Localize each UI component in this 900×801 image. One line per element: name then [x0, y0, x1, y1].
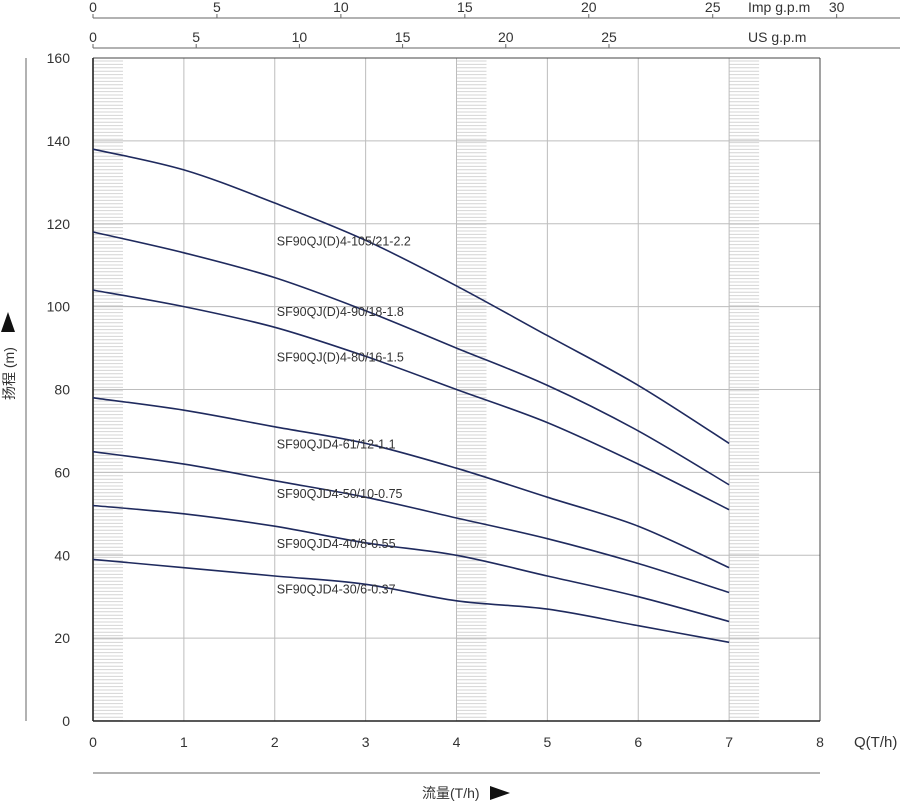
- x-axis-unit-label: Q(T/h): [854, 734, 897, 751]
- curve-label: SF90QJD4-50/10-0.75: [277, 487, 403, 501]
- y-tick-label: 0: [62, 713, 70, 729]
- y-axis-title-text: 扬程 (m): [1, 347, 17, 400]
- performance-curve: [92, 148, 730, 445]
- curve-label: SF90QJ(D)4-105/21-2.2: [277, 234, 411, 248]
- y-tick-label: 100: [47, 299, 71, 315]
- curve-labels: SF90QJ(D)4-105/21-2.2 SF90QJ(D)4-90/18-1.…: [277, 234, 411, 596]
- x-tick-label: 3: [362, 734, 370, 750]
- top-axis-tick-label: 25: [601, 29, 617, 45]
- top-axis-tick-label: 30: [829, 0, 845, 15]
- top-axis-tick-label: 5: [213, 0, 221, 15]
- top-axis-tick-label: 0: [89, 0, 97, 15]
- x-tick-label: 8: [816, 734, 824, 750]
- y-tick-label: 160: [47, 50, 71, 66]
- x-tick-label: 7: [725, 734, 733, 750]
- performance-curve: [92, 504, 730, 623]
- top-axis-tick-label: 0: [89, 29, 97, 45]
- curve-label: SF90QJD4-30/6-0.37: [277, 582, 396, 596]
- top-axis-tick-label: 20: [498, 29, 514, 45]
- curves: [92, 148, 730, 644]
- x-axis-title: 流量(T/h): [422, 785, 510, 801]
- curve-label: SF90QJ(D)4-90/18-1.8: [277, 305, 404, 319]
- top-axis-tick-label: 5: [192, 29, 200, 45]
- performance-curve: [92, 231, 730, 486]
- y-tick-label: 120: [47, 216, 71, 232]
- x-tick-label: 6: [634, 734, 642, 750]
- top-axis-tick-label: 15: [395, 29, 411, 45]
- performance-curve: [92, 450, 730, 594]
- y-tick-label: 40: [54, 547, 70, 563]
- x-tick-label: 2: [271, 734, 279, 750]
- y-tick-label: 20: [54, 630, 70, 646]
- x-tick-label: 1: [180, 734, 188, 750]
- x-tick-label: 0: [89, 734, 97, 750]
- x-axis-title-text: 流量(T/h): [422, 785, 480, 801]
- y-tick-label: 60: [54, 464, 70, 480]
- y-axis-title: 扬程 (m): [1, 312, 17, 400]
- arrow-up-icon: [1, 312, 15, 332]
- plot-frame: [25, 17, 900, 774]
- curve-label: SF90QJ(D)4-80/16-1.5: [277, 350, 404, 364]
- top-axis-tick-label: 25: [705, 0, 721, 15]
- curve-label: SF90QJD4-61/12-1.1: [277, 437, 396, 451]
- top-axis-tick-label: 15: [457, 0, 473, 15]
- performance-curve: [92, 397, 730, 569]
- performance-curve: [92, 289, 730, 511]
- performance-curve: [92, 558, 730, 644]
- top-axis-tick-label: 20: [581, 0, 597, 15]
- top-axis-tick-label: 10: [333, 0, 349, 15]
- arrow-right-icon: [490, 786, 510, 800]
- top-axis-unit-label: Imp g.p.m: [748, 0, 810, 15]
- curve-label: SF90QJD4-40/8-0.55: [277, 537, 396, 551]
- top-axes: 0 5 10 15 20 25 30 Imp g.p.m 0 5 10 15 20 25 US g.p.m: [89, 0, 845, 48]
- top-axis-tick-label: 10: [292, 29, 308, 45]
- x-tick-label: 5: [543, 734, 551, 750]
- x-tick-label: 4: [453, 734, 461, 750]
- y-tick-label: 140: [47, 133, 71, 149]
- top-axis-unit-label: US g.p.m: [748, 29, 806, 45]
- y-tick-label: 80: [54, 382, 70, 398]
